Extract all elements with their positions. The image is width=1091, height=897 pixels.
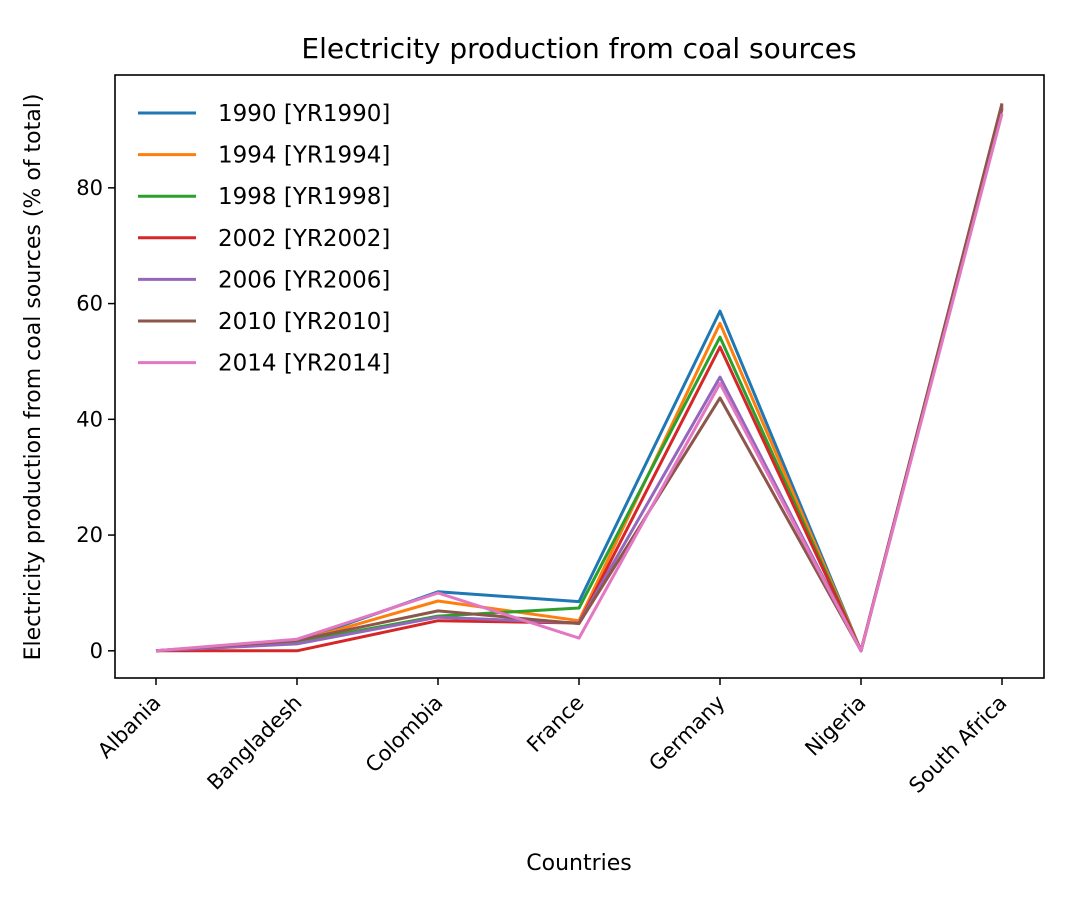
legend: 1990 [YR1990] 1994 [YR1994] 1998 [YR1998] 2… — [138, 101, 390, 377]
legend-label: 2010 [YR2010] — [218, 309, 390, 335]
x-tick-label: South Africa — [904, 691, 1011, 798]
legend-label: 1994 [YR1994] — [218, 143, 390, 169]
series-line-6 — [155, 113, 1004, 653]
chart-title: Electricity production from coal sources — [301, 32, 856, 65]
x-tick-label: Germany — [644, 691, 729, 776]
y-tick-label: 0 — [90, 639, 103, 663]
x-tick-label: Albania — [93, 691, 165, 763]
legend-label: 2002 [YR2002] — [218, 226, 390, 252]
legend-label: 2014 [YR2014] — [218, 351, 390, 377]
x-tick-label: France — [522, 691, 588, 757]
plot-area — [155, 103, 1004, 653]
x-tick-label: Bangladesh — [203, 691, 307, 795]
legend-label: 1990 [YR1990] — [218, 101, 390, 127]
y-tick-label: 80 — [76, 176, 103, 200]
y-tick-label: 60 — [76, 292, 103, 316]
x-tick-label: Colombia — [361, 691, 448, 778]
y-tick-label: 40 — [76, 407, 103, 431]
y-axis-label: Electricity production from coal sources… — [21, 94, 46, 661]
legend-label: 1998 [YR1998] — [218, 184, 390, 210]
y-tick-label: 20 — [76, 523, 103, 547]
x-axis-label: Countries — [526, 851, 632, 876]
x-tick-label: Nigeria — [800, 691, 870, 761]
legend-label: 2006 [YR2006] — [218, 267, 390, 293]
